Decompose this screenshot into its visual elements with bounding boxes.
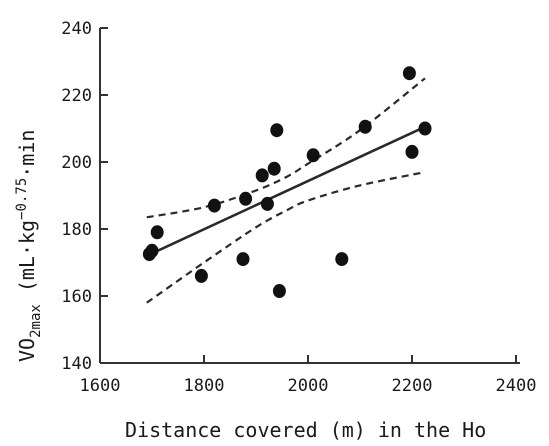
data-point	[335, 252, 349, 267]
data-point	[260, 196, 274, 211]
data-point	[418, 121, 432, 136]
confidence-band	[146, 77, 426, 304]
data-point	[239, 191, 253, 206]
y-tick-label: 180	[61, 220, 92, 240]
data-point	[255, 168, 269, 183]
regression-line	[146, 125, 426, 257]
x-axis-title: Distance covered (m) in the Ho	[125, 418, 486, 442]
data-point	[306, 148, 320, 163]
x-tick-label: 2400	[496, 376, 537, 396]
y-tick-label: 200	[61, 153, 92, 173]
data-point	[358, 119, 372, 134]
ci-upper-line	[146, 77, 426, 219]
data-point	[150, 225, 164, 240]
data-point	[402, 66, 416, 81]
x-ticks: 1600 1800 2000 2200 2400	[80, 355, 537, 396]
y-tick-label: 220	[61, 86, 92, 106]
data-point	[194, 268, 208, 283]
data-point	[270, 123, 284, 138]
svg-text:VO2max (mL·kg−0.75·min: VO2max (mL·kg−0.75·min	[14, 130, 44, 362]
data-point	[207, 198, 221, 213]
y-axis-title: VO2max (mL·kg−0.75·min	[14, 130, 44, 362]
y-axis-title-main: VO	[15, 338, 39, 362]
data-point	[272, 284, 286, 298]
y-tick-label: 140	[61, 354, 92, 374]
x-tick-label: 1600	[80, 376, 121, 396]
y-tick-label: 240	[61, 19, 92, 39]
data-points	[142, 66, 432, 298]
data-point	[236, 252, 250, 267]
data-point	[267, 161, 281, 176]
x-tick-label: 1800	[184, 376, 225, 396]
ci-lower-line	[146, 171, 426, 304]
y-axis-title-exponent: −0.75	[14, 178, 30, 220]
y-tick-label: 160	[61, 287, 92, 307]
axes	[99, 28, 520, 364]
regression-fit	[146, 125, 426, 257]
y-axis-title-units: (mL·kg	[15, 220, 39, 304]
y-ticks: 140 160 180 200 220 240	[61, 19, 108, 374]
data-point	[405, 144, 419, 159]
x-tick-label: 2200	[392, 376, 433, 396]
y-axis-title-units-tail: ·min	[15, 130, 39, 178]
x-tick-label: 2000	[288, 376, 329, 396]
y-axis-title-sub: 2max	[28, 304, 44, 338]
data-point	[145, 243, 159, 258]
